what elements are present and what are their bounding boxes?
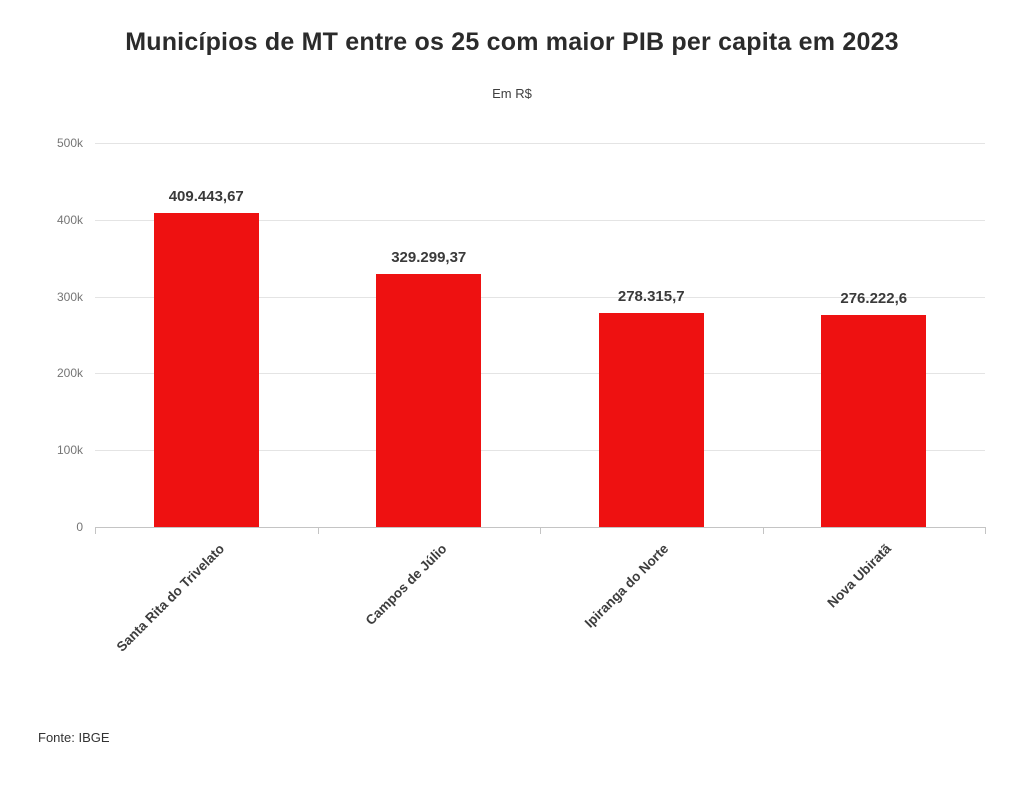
bar[interactable] [153, 212, 259, 527]
plot-area: 0 100k 200k 300k 400k 500k 409.443,67 Santa Rit… [57, 136, 986, 655]
gridline [95, 219, 985, 221]
y-axis-tick-label: 400k [56, 212, 83, 227]
gridline [95, 296, 985, 298]
gridline [95, 450, 985, 452]
x-axis-category-label: Ipiranga do Norte [582, 541, 672, 631]
bar[interactable] [598, 313, 704, 527]
x-axis-tick [540, 527, 541, 534]
x-axis-tick [762, 527, 764, 534]
y-axis-tick-label: 0 [76, 520, 83, 534]
y-axis-tick-label: 500k [56, 136, 83, 150]
x-axis-category-label: Nova Ubiratã [824, 541, 895, 611]
bar[interactable] [376, 274, 482, 527]
chart-title: Municípios de MT entre os 25 com maior P… [125, 28, 899, 56]
x-axis-category-label: Santa Rita do Trivelato [113, 541, 227, 655]
x-axis-tick [95, 527, 96, 534]
bar[interactable] [821, 314, 927, 527]
source-note: Fonte: IBGE [38, 730, 110, 745]
y-axis-tick-label: 200k [56, 366, 83, 381]
gridline [95, 143, 985, 144]
y-axis-tick-label: 100k [56, 443, 83, 458]
x-axis-tick [317, 527, 319, 534]
bar-value-label: 409.443,67 [168, 187, 244, 205]
bar-value-label: 278.315,7 [617, 288, 685, 306]
x-axis-tick [985, 527, 986, 534]
bar-value-label: 276.222,6 [840, 289, 908, 307]
chart-subtitle: Em R$ [492, 86, 532, 101]
bar-value-label: 329.299,37 [391, 249, 467, 267]
gridline [95, 373, 985, 375]
x-axis-category-label: Campos de Júlio [362, 541, 450, 628]
y-axis-tick-label: 300k [56, 289, 83, 304]
